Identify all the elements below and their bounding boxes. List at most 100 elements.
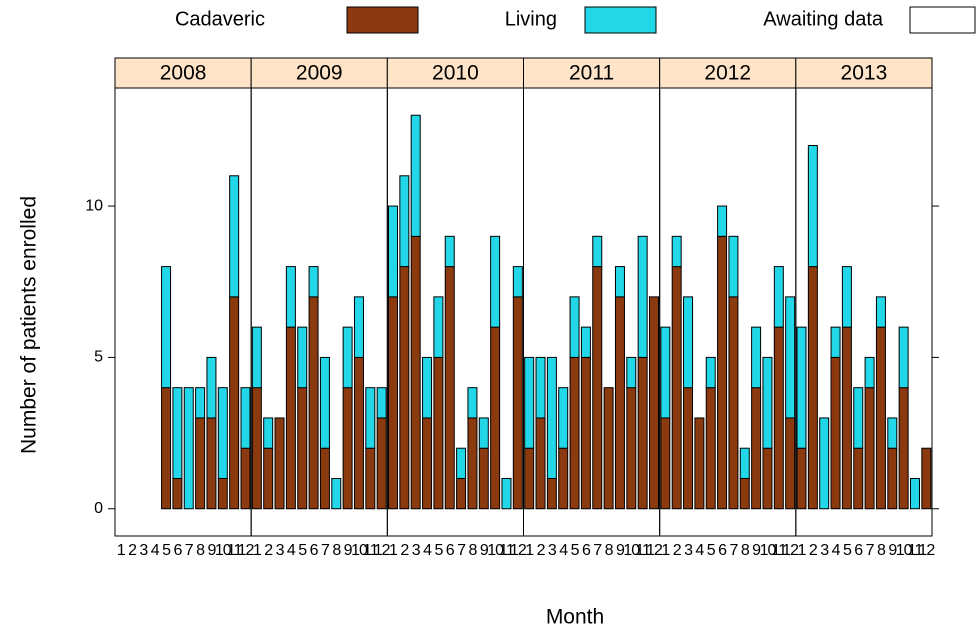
bar-segment — [285, 266, 296, 328]
bar-segment — [887, 447, 898, 510]
bar-segment — [285, 326, 296, 510]
x-tick-label: 9 — [344, 542, 353, 559]
bar-segment — [353, 356, 364, 510]
bar-segment — [376, 417, 387, 510]
bar-segment — [603, 387, 614, 510]
panel-strip — [386, 57, 525, 89]
bar-segment — [512, 296, 523, 510]
bar-segment — [410, 114, 421, 237]
bar-segment — [535, 356, 546, 419]
bar-segment — [614, 266, 625, 298]
x-tick-label: 12 — [646, 542, 663, 559]
bar-segment — [433, 356, 444, 510]
x-tick-label: 5 — [434, 542, 443, 559]
bar-segment — [898, 387, 909, 510]
x-tick-label: 5 — [298, 542, 307, 559]
bar-segment — [206, 417, 217, 510]
x-tick-label: 8 — [468, 542, 477, 559]
x-tick-label: 8 — [605, 542, 614, 559]
bar-segment — [456, 477, 467, 510]
bar-segment — [580, 356, 591, 510]
x-tick-label: 2 — [128, 542, 137, 559]
panel-title: 2009 — [296, 62, 343, 85]
x-tick-label: 9 — [207, 542, 216, 559]
bar-segment — [308, 296, 319, 510]
bar-segment — [183, 387, 194, 510]
bar-segment — [728, 296, 739, 510]
bar-segment — [875, 326, 886, 510]
panel-strip — [659, 57, 797, 89]
bar-segment — [297, 387, 308, 510]
bar-segment — [524, 356, 535, 449]
bar-segment — [717, 205, 728, 237]
x-tick-label: 10 — [896, 542, 913, 559]
bar-segment — [773, 326, 784, 510]
x-tick-label: 11 — [499, 542, 515, 559]
bar-segment — [410, 235, 421, 510]
bar-segment — [841, 326, 852, 510]
x-tick-label: 3 — [548, 542, 557, 559]
bar-segment — [683, 387, 694, 510]
panel-strip — [250, 57, 388, 89]
bar-segment — [217, 387, 228, 479]
bar-segment — [388, 205, 399, 298]
x-tick-label: 10 — [487, 542, 504, 559]
x-tick-label: 4 — [287, 542, 296, 559]
x-tick-label: 4 — [832, 542, 841, 559]
bar-segment — [524, 447, 535, 510]
bar-segment — [773, 266, 784, 328]
x-tick-label: 12 — [782, 542, 799, 559]
bar-segment — [161, 266, 172, 389]
bar-segment — [739, 447, 750, 479]
x-tick-label: 4 — [423, 542, 432, 559]
bar-segment — [263, 417, 274, 449]
bar-segment — [830, 356, 841, 510]
x-tick-label: 2 — [537, 542, 546, 559]
bar-segment — [592, 235, 603, 268]
bar-segment — [342, 387, 353, 510]
panel-title: 2011 — [569, 62, 614, 85]
x-tick-label: 3 — [412, 542, 421, 559]
bar-segment — [875, 296, 886, 328]
bar-segment — [297, 326, 308, 389]
panel-title: 2012 — [704, 62, 751, 85]
bar-segment — [467, 387, 478, 419]
bar-segment — [422, 356, 433, 419]
bar-segment — [751, 326, 762, 389]
bar-segment — [853, 447, 864, 510]
bar-segment — [751, 387, 762, 510]
bar-segment — [660, 417, 671, 510]
bar-segment — [671, 235, 682, 268]
bar-segment — [206, 356, 217, 419]
x-tick-label: 6 — [582, 542, 591, 559]
x-tick-label: 10 — [760, 542, 777, 559]
bar-segment — [637, 356, 648, 510]
panel-title: 2008 — [160, 62, 207, 85]
bar-segment — [819, 417, 830, 510]
x-tick-label: 4 — [151, 542, 160, 559]
x-tick-label: 6 — [854, 542, 863, 559]
x-tick-label: 7 — [185, 542, 194, 559]
panel-title: 2010 — [432, 62, 479, 85]
x-tick-label: 7 — [457, 542, 466, 559]
bar-segment — [728, 235, 739, 298]
x-tick-label: 8 — [877, 542, 886, 559]
x-tick-label: 6 — [718, 542, 727, 559]
x-tick-label: 1 — [661, 542, 670, 559]
bar-segment — [558, 387, 569, 449]
bar-segment — [365, 447, 376, 510]
bar-segment — [796, 326, 807, 449]
x-tick-label: 7 — [866, 542, 875, 559]
bar-segment — [785, 417, 796, 510]
bar-segment — [921, 447, 932, 510]
bar-segment — [887, 417, 898, 449]
bar-segment — [592, 266, 603, 510]
x-tick-label: 3 — [820, 542, 829, 559]
panel-strip — [523, 57, 661, 89]
bar-segment — [376, 387, 387, 419]
bar-segment — [512, 266, 523, 298]
legend-label: Cadaveric — [175, 8, 265, 30]
bar-segment — [365, 387, 376, 449]
bar-segment — [864, 387, 875, 510]
x-tick-label: 5 — [843, 542, 852, 559]
